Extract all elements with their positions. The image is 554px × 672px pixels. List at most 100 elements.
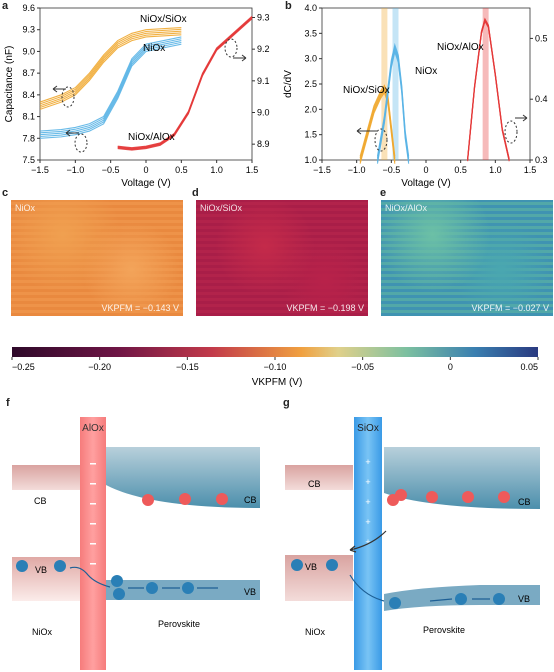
f-pvk-cb-band — [106, 447, 260, 508]
colorbar-tick-label: −0.25 — [12, 362, 35, 372]
map-d-value: VKPFM = −0.198 V — [286, 303, 364, 313]
b-ytick-right-label: 0.4 — [535, 94, 548, 104]
chart-b: −1.5 −1.0 −0.5 0 0.5 1.0 1.5 1.0 1.5 2.0 2.5 3.0 3.5… — [283, 3, 548, 189]
chart-b-frame — [321, 7, 531, 161]
series-niox-trace — [376, 42, 410, 157]
g-hole-flow-arrows — [429, 598, 490, 602]
series-niox-siox-trace — [359, 84, 396, 157]
colorbar-tick-label: 0.05 — [520, 362, 538, 372]
band-diagram-g: SiOx + + + + + CB CB VB VB NiOx Perovski… — [285, 417, 540, 670]
f-niox-cb-block — [12, 465, 80, 490]
a-ytick-label: 9.0 — [22, 46, 35, 56]
b-ytick-label: 2.5 — [304, 79, 317, 89]
f-niox-label: NiOx — [32, 627, 52, 637]
b-xtick-label: 0.5 — [454, 165, 467, 175]
colorbar: −0.25 −0.20 −0.15 −0.10 −0.05 0 0.05 VKPFM (V) — [11, 347, 539, 388]
series-niox-alox-trace — [117, 17, 253, 151]
a-ytick-label: 8.4 — [22, 90, 35, 100]
colorbar-tick-label: −0.20 — [88, 362, 111, 372]
colorbar-label: VKPFM (V) — [252, 377, 303, 388]
a-ytick-label: 8.1 — [22, 112, 35, 122]
g-vb-left: VB — [305, 562, 317, 572]
svg-text:+: + — [365, 537, 370, 547]
series-niox-alox-trace — [117, 15, 253, 149]
g-perovskite-label: Perovskite — [423, 625, 465, 635]
chart-a: −1.5 −1.0 −0.5 0 0.5 1.0 1.5 7.5 7.8 8.1 8.4 8.7 9.0… — [4, 3, 270, 189]
svg-text:+: + — [365, 497, 370, 507]
g-niox-cb-block — [285, 465, 353, 490]
chart-b-xlabel: Voltage (V) — [401, 178, 450, 189]
label-b-niox-alox: NiOx/AlOx — [437, 42, 484, 53]
b-ytick-label: 1.0 — [304, 155, 317, 165]
band-diagram-f: AlOx CB CB VB VB NiOx Perovskite — [12, 417, 260, 670]
b-xtick-label: −1.5 — [313, 165, 331, 175]
f-tunnel-path — [69, 566, 111, 588]
g-vb-right: VB — [518, 594, 530, 604]
g-positive-charges: + + + + + — [365, 457, 370, 547]
g-cb-right: CB — [518, 497, 531, 507]
peak-band — [482, 8, 489, 160]
a-ytick-label: 9.6 — [22, 3, 35, 13]
f-vb-left: VB — [35, 565, 47, 575]
b-xtick-label: 1.0 — [489, 165, 502, 175]
g-pvk-cb-band — [384, 447, 540, 509]
label-a-niox: NiOx — [143, 43, 165, 54]
a-xtick-label: 0 — [143, 165, 148, 175]
panel-g-letter: g — [283, 397, 290, 409]
series-niox-siox-trace — [39, 26, 182, 103]
f-electrons — [142, 493, 228, 506]
map-d-caption: NiOx/SiOx — [200, 203, 243, 213]
circle-a-niox — [74, 133, 88, 153]
panel-d-letter: d — [192, 187, 199, 199]
a-xtick-label: −1.0 — [66, 165, 84, 175]
circle-a-alox — [224, 38, 238, 58]
series-niox-trace — [39, 36, 182, 132]
svg-text:+: + — [365, 457, 370, 467]
kpfm-map-niox-alox: NiOx/AlOx VKPFM = −0.027 V — [381, 200, 553, 316]
circle-b-alox — [504, 120, 518, 144]
a-ytick-right-label: 9.1 — [257, 76, 270, 86]
g-recombination-arrow — [349, 530, 387, 553]
arrow-a-left-1 — [52, 85, 66, 93]
g-barrier-label: SiOx — [357, 423, 379, 434]
map-c-caption: NiOx — [15, 203, 35, 213]
series-niox-trace — [39, 43, 182, 139]
a-xtick-label: −0.5 — [102, 165, 120, 175]
chart-a-ylabel: Capacitance (nF) — [4, 46, 15, 123]
chart-a-xlabel: Voltage (V) — [121, 178, 170, 189]
a-xtick-label: −1.5 — [31, 165, 49, 175]
label-b-niox-siox: NiOx/SiOx — [343, 85, 390, 96]
a-ytick-right-label: 8.9 — [257, 139, 270, 149]
arrow-a-right — [233, 54, 247, 62]
f-cb-left: CB — [34, 496, 47, 506]
b-ytick-right-label: 0.5 — [535, 33, 548, 43]
a-ytick-label: 9.3 — [22, 25, 35, 35]
colorbar-gradient — [12, 347, 538, 357]
b-xtick-label: 0 — [423, 165, 428, 175]
b-ytick-label: 2.0 — [304, 104, 317, 114]
arrow-b-left — [356, 127, 377, 135]
f-cb-right: CB — [244, 495, 257, 505]
panel-b-letter: b — [285, 0, 292, 12]
a-xtick-label: 0.5 — [175, 165, 188, 175]
series-niox-alox-trace — [467, 17, 510, 159]
a-ytick-label: 7.8 — [22, 133, 35, 143]
f-barrier-label: AlOx — [82, 423, 104, 434]
svg-text:+: + — [365, 477, 370, 487]
f-holes — [16, 560, 194, 600]
svg-text:+: + — [365, 517, 370, 527]
g-electrons — [387, 489, 510, 506]
a-ytick-label: 8.7 — [22, 68, 35, 78]
series-niox-siox-trace — [39, 34, 182, 110]
g-holes — [291, 559, 505, 609]
chart-b-ylabel: dC/dV — [283, 70, 294, 98]
circle-a-siox — [61, 86, 75, 108]
label-a-niox-siox: NiOx/SiOx — [140, 14, 187, 25]
a-xtick-label: 1.0 — [210, 165, 223, 175]
b-ytick-label: 1.5 — [304, 130, 317, 140]
map-c-value: VKPFM = −0.143 V — [101, 303, 179, 313]
panel-c-letter: c — [2, 187, 9, 199]
colorbar-tick-label: −0.05 — [351, 362, 374, 372]
panel-e-letter: e — [380, 187, 387, 199]
f-negative-charges — [90, 463, 96, 565]
